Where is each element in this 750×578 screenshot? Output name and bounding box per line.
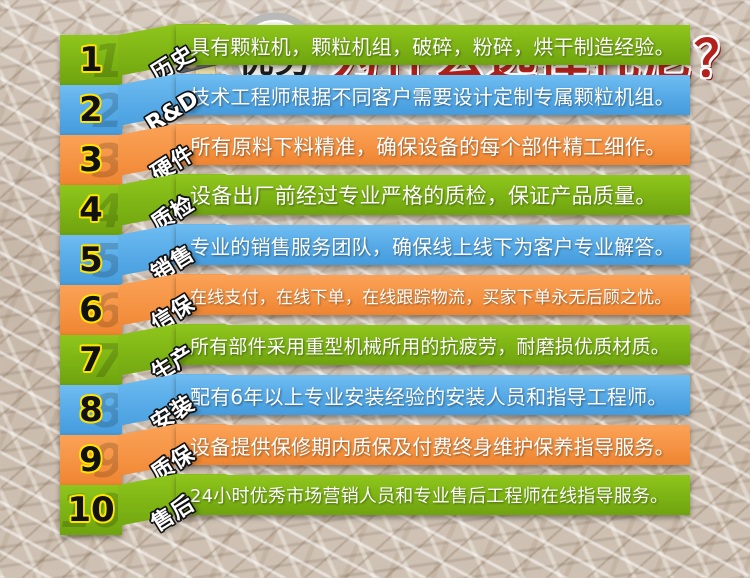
row-number: 4 (79, 190, 103, 230)
row-number-ghost: 10 (59, 484, 124, 538)
row-text: 设备出厂前经过专业严格的质检，保证产品质量。 (190, 184, 657, 208)
row-text: 配有6年以上专业安装经验的安装人员和指导工程师。 (190, 384, 668, 409)
row-number: 8 (79, 390, 103, 430)
row-text: 24小时优秀市场营销人员和专业售后工程师在线指导服务。 (190, 486, 669, 507)
advantage-row: 7 7 所有部件采用重型机械所用的抗疲劳，耐磨损优质材质。 生产 (0, 0, 750, 387)
row-number: 5 (79, 240, 103, 280)
row-number: 2 (79, 90, 103, 130)
row-text: 所有部件采用重型机械所用的抗疲劳，耐磨损优质材质。 (190, 335, 671, 358)
row-text-bar: 专业的销售服务团队，确保线上线下为客户专业解答。 (176, 225, 690, 265)
advantage-row: 10 10 24小时优秀市场营销人员和专业售后工程师在线指导服务。 售后 (0, 0, 750, 537)
row-text-bar: 具有颗粒机，颗粒机组，破碎，粉碎，烘干制造经验。 (176, 25, 690, 65)
row-number: 7 (79, 340, 103, 380)
row-text: 在线支付，在线下单，在线跟踪物流，买家下单永无后顾之忧。 (190, 287, 672, 308)
row-text: 技术工程师根据不同客户需要设计定制专属颗粒机组。 (190, 84, 675, 109)
row-text: 设备提供保修期内质保及付费终身维护保养指导服务。 (190, 434, 675, 459)
row-number: 10 (67, 490, 115, 530)
row-text-bar: 在线支付，在线下单，在线跟踪物流，买家下单永无后顾之忧。 (176, 275, 690, 315)
row-number: 6 (79, 290, 103, 330)
row-text: 具有颗粒机，颗粒机组，破碎，粉碎，烘干制造经验。 (190, 34, 675, 59)
row-number: 1 (79, 40, 103, 80)
advantage-row: 8 8 配有6年以上专业安装经验的安装人员和指导工程师。 安装 (0, 0, 750, 437)
row-text-bar: 技术工程师根据不同客户需要设计定制专属颗粒机组。 (176, 75, 690, 115)
advantage-row: 5 5 专业的销售服务团队，确保线上线下为客户专业解答。 销售 (0, 0, 750, 287)
row-number: 9 (79, 440, 103, 480)
row-text: 专业的销售服务团队，确保线上线下为客户专业解答。 (190, 234, 675, 259)
row-text-bar: 所有部件采用重型机械所用的抗疲劳，耐磨损优质材质。 (176, 325, 690, 365)
advantage-row: 3 3 所有原料下料精准，确保设备的每个部件精工细作。 硬件 (0, 0, 750, 187)
row-text-bar: 配有6年以上专业安装经验的安装人员和指导工程师。 (176, 375, 690, 415)
row-text-bar: 24小时优秀市场营销人员和专业售后工程师在线指导服务。 (176, 475, 690, 515)
row-text-bar: 设备出厂前经过专业严格的质检，保证产品质量。 (176, 175, 690, 215)
row-number-block: 10 10 (59, 484, 124, 538)
row-text-bar: 设备提供保修期内质保及付费终身维护保养指导服务。 (176, 425, 690, 465)
row-number: 3 (79, 140, 103, 180)
row-text: 所有原料下料精准，确保设备的每个部件精工细作。 (190, 135, 667, 159)
row-text-bar: 所有原料下料精准，确保设备的每个部件精工细作。 (176, 125, 690, 165)
advantage-row: 1 1 具有颗粒机，颗粒机组，破碎，粉碎，烘干制造经验。 历史 (0, 0, 750, 87)
